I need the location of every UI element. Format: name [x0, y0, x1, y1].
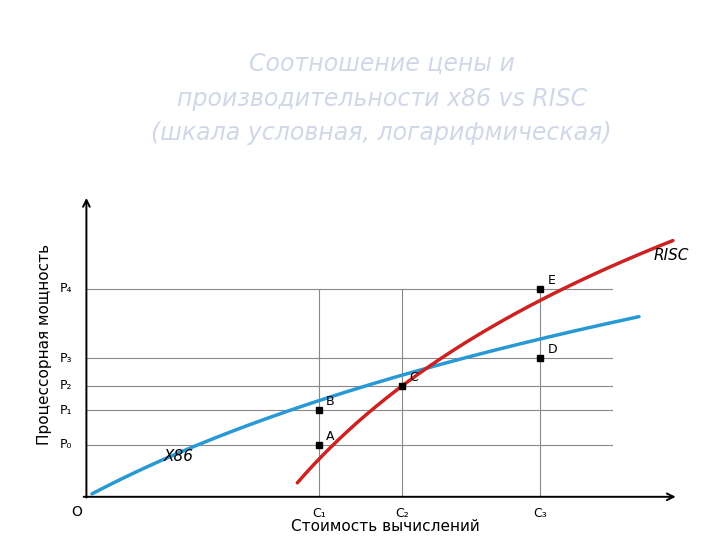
Text: P₁: P₁ [60, 403, 73, 417]
Text: D: D [547, 343, 557, 356]
Text: X86: X86 [164, 449, 194, 464]
Text: B: B [326, 395, 335, 408]
Text: O: O [71, 505, 82, 519]
Text: C₃: C₃ [534, 507, 547, 519]
Text: E: E [547, 274, 555, 287]
Text: A: A [326, 430, 335, 443]
Text: Процессорная мощность: Процессорная мощность [37, 244, 53, 445]
Text: P₀: P₀ [60, 438, 73, 451]
Text: P₂: P₂ [60, 380, 73, 393]
Text: C₁: C₁ [312, 507, 325, 519]
Text: C: C [409, 371, 418, 384]
Text: P₃: P₃ [60, 352, 73, 365]
Text: Стоимость вычислений: Стоимость вычислений [291, 519, 480, 535]
Text: C₂: C₂ [395, 507, 409, 519]
Text: Соотношение цены и
производительности x86 vs RISC
(шкала условная, логарифмическ: Соотношение цены и производительности x8… [151, 52, 612, 145]
Text: P₄: P₄ [60, 282, 73, 295]
Text: RISC: RISC [654, 248, 689, 263]
